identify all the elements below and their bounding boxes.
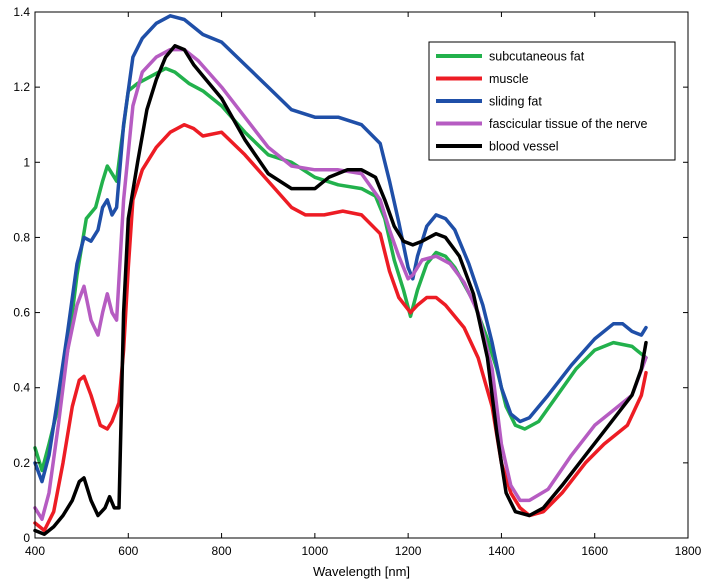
series-line-4	[33, 44, 648, 536]
y-tick-label: 0.6	[13, 306, 30, 320]
legend-label: muscle	[489, 72, 529, 86]
x-tick-label: 800	[212, 544, 232, 558]
series-line-3	[33, 47, 648, 521]
series-layer	[33, 14, 648, 536]
legend-label: fascicular tissue of the nerve	[489, 117, 647, 131]
x-tick-label: 400	[25, 544, 45, 558]
series-line-1	[33, 122, 648, 533]
y-tick-label: 1.2	[13, 80, 30, 94]
x-tick-label: 1400	[488, 544, 515, 558]
x-tick-label: 600	[118, 544, 138, 558]
x-tick-label: 1200	[395, 544, 422, 558]
plot-frame	[34, 11, 689, 539]
x-axis: 400 600 800 1000 1200 1400 1600 1800	[25, 12, 702, 558]
legend-label: sliding fat	[489, 95, 542, 109]
y-tick-label: 0	[23, 531, 30, 545]
legend-label: blood vessel	[489, 140, 559, 154]
y-tick-label: 1.4	[13, 5, 30, 19]
y-tick-label: 1	[23, 155, 30, 169]
x-axis-label: Wavelength [nm]	[313, 564, 410, 579]
x-tick-label: 1600	[581, 544, 608, 558]
y-tick-label: 0.2	[13, 456, 30, 470]
y-axis: 0 0.2 0.4 0.6 0.8 1 1.2 1.4	[13, 5, 688, 545]
x-tick-label: 1000	[302, 544, 329, 558]
legend: subcutaneous fat muscle sliding fat fascicu…	[428, 41, 676, 161]
y-tick-label: 0.4	[13, 381, 30, 395]
legend-label: subcutaneous fat	[489, 50, 585, 64]
y-tick-label: 0.8	[13, 230, 30, 244]
series-line-2	[33, 14, 648, 484]
x-tick-label: 1800	[675, 544, 702, 558]
